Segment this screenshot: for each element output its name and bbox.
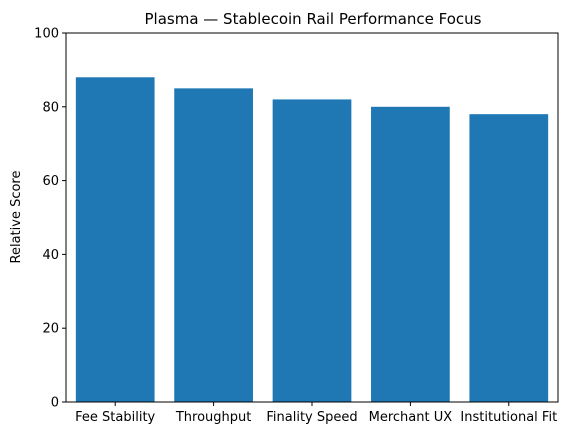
x-tick-label: Throughput — [175, 410, 252, 425]
y-tick-label: 80 — [42, 100, 59, 115]
y-tick-label: 40 — [42, 248, 59, 263]
x-ticks-group: Fee Stability Throughput Finality Speed Mer… — [75, 402, 557, 425]
y-tick-label: 60 — [42, 174, 59, 189]
y-axis-label: Relative Score — [9, 171, 24, 264]
x-tick-label: Finality Speed — [266, 410, 357, 425]
x-tick-label: Fee Stability — [75, 410, 155, 425]
chart-title: Plasma — Stablecoin Rail Performance Foc… — [145, 10, 482, 28]
y-ticks-group: 0 20 40 60 80 100 — [34, 27, 66, 411]
plot-area-frame — [65, 32, 559, 403]
x-tick-label: Institutional Fit — [460, 410, 557, 425]
bar-finality-speed — [272, 99, 352, 403]
bar-institutional-fit — [469, 114, 549, 403]
y-tick-label: 0 — [51, 396, 59, 411]
y-tick-label: 100 — [34, 27, 59, 42]
bar-throughput — [174, 88, 253, 402]
x-tick-label: Merchant UX — [369, 410, 453, 425]
y-tick-label: 20 — [42, 322, 59, 337]
bars-group — [75, 77, 549, 403]
bar-fee-stability — [75, 77, 155, 402]
bar-merchant-ux — [371, 106, 450, 403]
